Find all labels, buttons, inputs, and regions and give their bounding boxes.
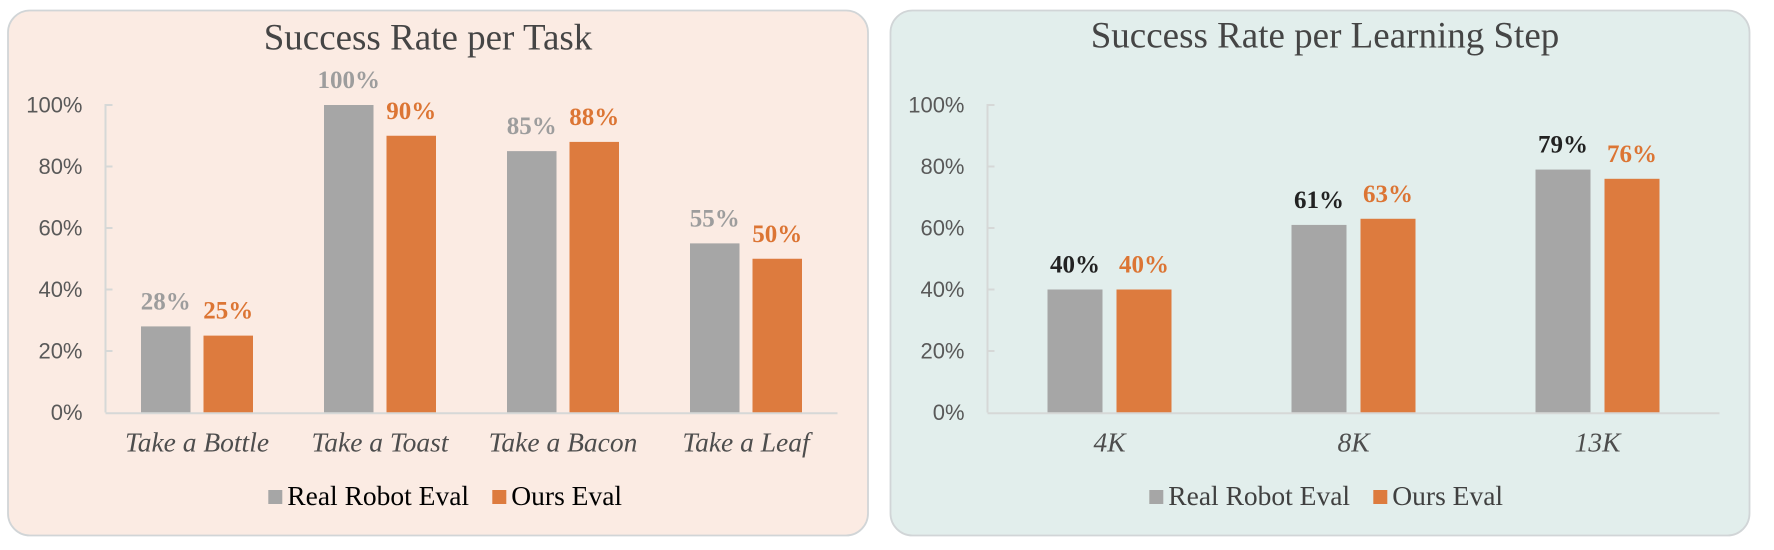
svg-text:Real Robot Eval: Real Robot Eval	[287, 480, 469, 511]
svg-text:Success Rate per Learning Step: Success Rate per Learning Step	[1091, 16, 1560, 57]
svg-text:60%: 60%	[38, 216, 82, 241]
svg-text:60%: 60%	[920, 216, 964, 241]
svg-text:4K: 4K	[1093, 427, 1127, 458]
svg-text:Take a Toast: Take a Toast	[311, 427, 449, 458]
svg-text:100%: 100%	[318, 67, 381, 94]
svg-text:13K: 13K	[1575, 427, 1623, 458]
svg-text:100%: 100%	[26, 93, 82, 118]
svg-text:79%: 79%	[1538, 132, 1588, 159]
svg-text:Real Robot Eval: Real Robot Eval	[1168, 480, 1350, 511]
svg-text:63%: 63%	[1363, 181, 1413, 208]
svg-text:80%: 80%	[920, 154, 964, 179]
svg-text:80%: 80%	[38, 154, 82, 179]
svg-text:88%: 88%	[569, 104, 619, 131]
svg-text:100%: 100%	[908, 93, 964, 118]
svg-text:40%: 40%	[1050, 252, 1100, 279]
svg-text:8K: 8K	[1337, 427, 1371, 458]
svg-text:Take a Bacon: Take a Bacon	[489, 427, 638, 458]
svg-text:61%: 61%	[1294, 187, 1344, 214]
svg-text:Take a Leaf: Take a Leaf	[682, 427, 813, 458]
svg-text:55%: 55%	[690, 205, 740, 232]
svg-text:20%: 20%	[38, 339, 82, 364]
svg-text:28%: 28%	[141, 288, 191, 315]
svg-text:40%: 40%	[920, 277, 964, 302]
svg-text:Ours Eval: Ours Eval	[511, 480, 622, 511]
svg-text:50%: 50%	[752, 221, 802, 248]
svg-text:Take a Bottle: Take a Bottle	[125, 427, 269, 458]
svg-text:90%: 90%	[386, 98, 436, 125]
svg-text:76%: 76%	[1607, 141, 1657, 168]
svg-text:25%: 25%	[203, 298, 253, 325]
svg-text:0%: 0%	[933, 400, 965, 425]
svg-text:Success Rate per Task: Success Rate per Task	[264, 18, 593, 59]
svg-text:20%: 20%	[920, 339, 964, 364]
svg-text:Ours Eval: Ours Eval	[1392, 480, 1503, 511]
svg-text:0%: 0%	[51, 400, 83, 425]
svg-text:85%: 85%	[507, 113, 557, 140]
svg-text:40%: 40%	[1119, 252, 1169, 279]
svg-text:40%: 40%	[38, 277, 82, 302]
